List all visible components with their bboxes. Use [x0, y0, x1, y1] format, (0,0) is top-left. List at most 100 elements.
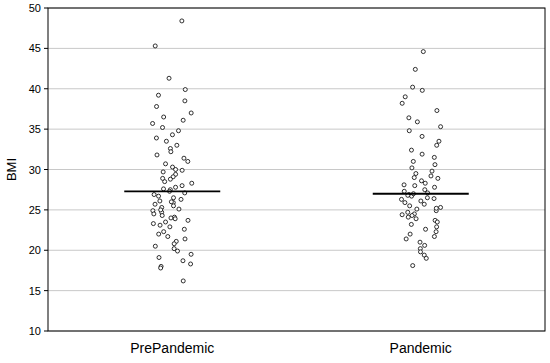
- point: [423, 181, 427, 185]
- point: [420, 179, 424, 183]
- point: [181, 118, 185, 122]
- point: [410, 214, 414, 218]
- tick-label: 10: [29, 325, 41, 337]
- chart: 101520253035404550BMIPrePandemicPandemic: [0, 0, 550, 363]
- point: [425, 196, 429, 200]
- point: [420, 88, 424, 92]
- point: [173, 217, 177, 221]
- point: [186, 218, 190, 222]
- point: [169, 150, 173, 154]
- point: [403, 95, 407, 99]
- point: [402, 183, 406, 187]
- category-label: Pandemic: [390, 340, 452, 356]
- point: [420, 152, 424, 156]
- point: [172, 196, 176, 200]
- point: [161, 170, 165, 174]
- point: [169, 216, 173, 220]
- point: [437, 139, 441, 143]
- point: [174, 185, 178, 189]
- point: [152, 193, 156, 197]
- point: [407, 116, 411, 120]
- point: [189, 252, 193, 256]
- point: [415, 120, 419, 124]
- point: [161, 176, 165, 180]
- point: [164, 220, 168, 224]
- tick-mark: [44, 250, 48, 251]
- tick-mark: [44, 129, 48, 130]
- point: [176, 249, 180, 253]
- point: [434, 230, 438, 234]
- point: [414, 172, 418, 176]
- point: [439, 205, 443, 209]
- point: [435, 220, 439, 224]
- point: [166, 235, 170, 239]
- point: [182, 156, 186, 160]
- point: [400, 101, 404, 105]
- point: [180, 168, 184, 172]
- point: [156, 93, 160, 97]
- grid-line: [48, 48, 545, 49]
- point: [164, 162, 168, 166]
- point: [409, 222, 413, 226]
- point: [399, 197, 403, 201]
- point: [158, 223, 162, 227]
- point: [162, 187, 166, 191]
- tick-label: 15: [29, 285, 41, 297]
- point: [167, 76, 171, 80]
- grid-line: [48, 169, 545, 170]
- tick-label: 20: [29, 244, 41, 256]
- plot-frame: [48, 8, 545, 331]
- mean-line: [124, 190, 220, 192]
- point: [182, 227, 186, 231]
- point: [190, 181, 194, 185]
- point: [152, 212, 156, 216]
- category-label: PrePandemic: [130, 340, 214, 356]
- point: [435, 225, 439, 229]
- point: [157, 256, 161, 260]
- point: [418, 250, 422, 254]
- point: [155, 105, 159, 109]
- point: [151, 222, 155, 226]
- point: [176, 129, 180, 133]
- point: [411, 159, 415, 163]
- point: [419, 199, 423, 203]
- point: [429, 174, 433, 178]
- y-label: BMI: [4, 158, 19, 181]
- point: [153, 202, 157, 206]
- point: [183, 237, 187, 241]
- grid-line: [48, 129, 545, 130]
- point: [159, 266, 163, 270]
- tick-mark: [44, 209, 48, 210]
- point: [155, 153, 159, 157]
- point: [432, 197, 436, 201]
- point: [153, 244, 157, 248]
- tick-mark: [44, 88, 48, 89]
- point: [435, 109, 439, 113]
- point: [151, 121, 155, 125]
- point: [413, 67, 417, 71]
- tick-mark: [44, 331, 48, 332]
- point: [181, 259, 185, 263]
- point: [159, 208, 163, 212]
- point: [424, 227, 428, 231]
- point: [408, 204, 412, 208]
- point: [174, 168, 178, 172]
- point: [172, 204, 176, 208]
- point: [403, 201, 407, 205]
- point: [410, 166, 414, 170]
- point: [411, 85, 415, 89]
- point: [154, 136, 158, 140]
- point: [161, 126, 165, 130]
- point: [408, 232, 412, 236]
- point: [430, 169, 434, 173]
- point: [435, 143, 439, 147]
- tick-label: 35: [29, 123, 41, 135]
- grid-line: [48, 250, 545, 251]
- point: [411, 264, 415, 268]
- point: [436, 176, 440, 180]
- point: [423, 243, 427, 247]
- point: [422, 202, 426, 206]
- point: [433, 163, 437, 167]
- point: [412, 176, 416, 180]
- point: [180, 19, 184, 23]
